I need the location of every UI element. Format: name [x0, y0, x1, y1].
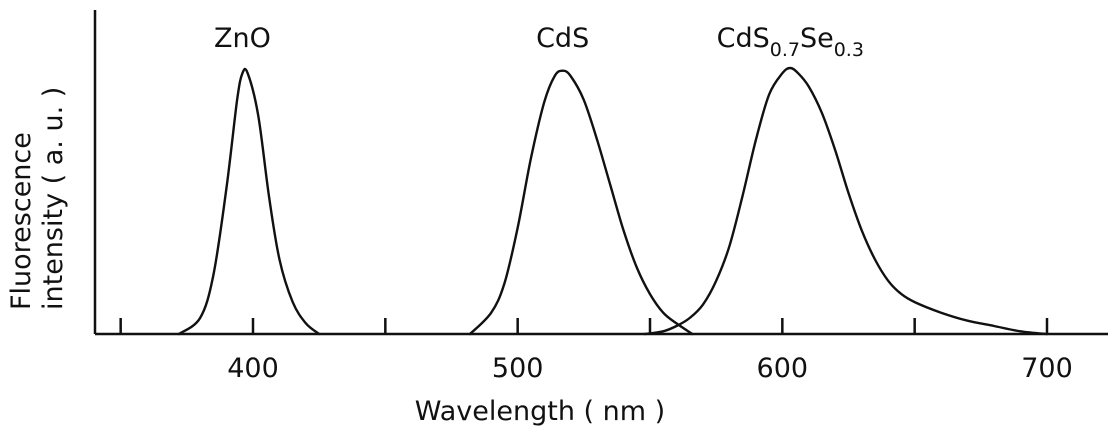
series-label: CdS0.7Se0.3: [717, 23, 864, 61]
spectra-curves: [177, 66, 1049, 336]
x-axis-ticks: [119, 318, 1049, 334]
x-tick-label: 400: [227, 353, 279, 384]
series-curve-0: [177, 67, 321, 336]
series-label: CdS: [536, 23, 589, 54]
x-axis-title: Wavelength ( nm ): [415, 396, 665, 427]
x-tick-label: 600: [757, 353, 809, 384]
y-axis-title-line2: intensity ( a. u. ): [38, 87, 69, 310]
series-curve-2: [643, 66, 1049, 336]
series-label: ZnO: [214, 23, 271, 54]
y-axis-title-line1: Fluorescence: [6, 132, 37, 310]
x-axis-tick-labels: 400 500 600 700: [227, 353, 1073, 384]
x-tick-label: 500: [492, 353, 544, 384]
series-curve-1: [468, 69, 694, 336]
x-tick-label: 700: [1021, 353, 1073, 384]
series-labels: ZnO CdS CdS0.7Se0.3: [214, 23, 864, 61]
